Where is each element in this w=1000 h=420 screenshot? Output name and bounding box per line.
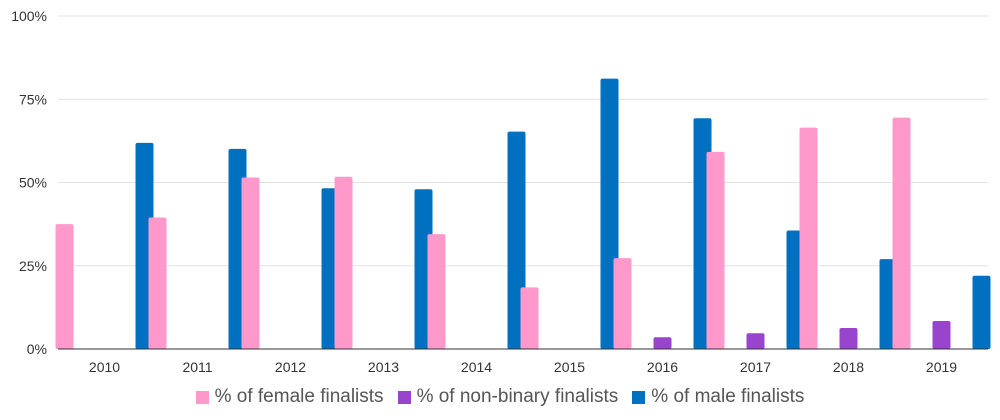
x-tick-label: 2010 — [89, 359, 120, 375]
y-tick-label: 0% — [27, 341, 47, 357]
legend-label-male: % of male finalists — [651, 386, 805, 407]
legend-swatch-female — [195, 390, 209, 404]
bar-non-binary-2018 — [839, 328, 858, 349]
x-tick-label: 2018 — [833, 359, 864, 375]
bar-non-binary-2016 — [653, 337, 672, 349]
legend: % of female finalists % of non-binary fi… — [0, 386, 1000, 408]
bar-non-binary-2019 — [932, 321, 951, 349]
bar-female-2017 — [706, 151, 725, 349]
y-axis-labels: 0% 25% 50% 75% 100% — [11, 8, 47, 357]
bar-male-2019 — [972, 275, 991, 349]
legend-item-non-binary: % of non-binary finalists — [397, 386, 619, 408]
legend-swatch-non-binary — [397, 390, 411, 404]
x-tick-label: 2014 — [461, 359, 492, 375]
y-tick-label: 50% — [19, 175, 47, 191]
x-tick-label: 2011 — [182, 359, 212, 375]
bar-female-2012 — [241, 177, 260, 349]
x-tick-label: 2013 — [368, 359, 399, 375]
y-tick-label: 100% — [11, 8, 47, 24]
x-tick-label: 2017 — [740, 359, 771, 375]
bar-female-2010 — [55, 224, 74, 349]
legend-item-male: % of male finalists — [632, 386, 804, 408]
bar-female-2011 — [148, 217, 167, 349]
x-tick-label: 2015 — [554, 359, 585, 375]
y-tick-label: 25% — [19, 258, 47, 274]
bar-female-2013 — [334, 176, 353, 349]
x-tick-label: 2012 — [275, 359, 306, 375]
bar-female-2018 — [799, 127, 818, 349]
x-axis-labels: 2010 2011 2012 2013 2014 2015 2016 2017 2018 2019 — [89, 359, 957, 375]
x-tick-label: 2016 — [647, 359, 678, 375]
bar-female-2019 — [892, 117, 911, 349]
legend-label-female: % of female finalists — [214, 386, 384, 407]
x-tick-label: 2019 — [926, 359, 957, 375]
bar-female-2014 — [427, 234, 446, 349]
y-tick-label: 75% — [19, 91, 47, 107]
legend-swatch-male — [632, 390, 646, 404]
bar-female-2015 — [520, 287, 539, 349]
bars — [55, 78, 991, 349]
legend-label-non-binary: % of non-binary finalists — [416, 386, 619, 407]
bar-female-2016 — [613, 258, 632, 349]
legend-item-female: % of female finalists — [195, 386, 384, 408]
bar-non-binary-2017 — [746, 333, 765, 349]
